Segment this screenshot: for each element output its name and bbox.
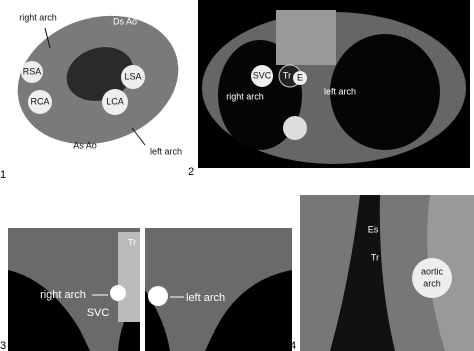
label: Ds Ao xyxy=(113,16,137,26)
arrow xyxy=(44,27,51,49)
airway xyxy=(330,195,395,351)
label: right arch xyxy=(226,91,264,101)
panel-4: Es Tr aortic arch 4 xyxy=(290,195,474,351)
label: Tr xyxy=(283,70,291,80)
lung xyxy=(330,34,440,150)
mediastinum xyxy=(276,10,336,65)
vessel xyxy=(251,65,273,87)
label: LSA xyxy=(124,71,141,81)
label: LCA xyxy=(106,96,124,106)
label: aortic xyxy=(421,266,444,276)
vessel xyxy=(21,61,43,83)
panel-2: SVC Tr E right arch left arch 2 xyxy=(188,0,470,178)
label: SVC xyxy=(87,307,110,319)
vessel xyxy=(102,89,128,115)
lung xyxy=(205,270,292,351)
lung xyxy=(145,290,170,351)
esophagus xyxy=(293,71,307,85)
panel-number: 3 xyxy=(0,340,6,351)
label: Tr xyxy=(371,252,379,262)
label: left arch xyxy=(324,86,356,96)
label: E xyxy=(297,72,303,82)
lung xyxy=(8,270,90,351)
label: RCA xyxy=(30,96,49,106)
label: RSA xyxy=(23,66,42,76)
ring-lumen xyxy=(66,47,134,101)
trachea xyxy=(118,232,140,322)
aortic-arch xyxy=(412,258,452,298)
lung xyxy=(218,40,302,150)
panel-number: 1 xyxy=(0,169,6,181)
label: Tr xyxy=(128,237,136,247)
label: right arch xyxy=(40,289,86,301)
panel-1: right arch Ds Ao RSA LSA RCA LCA As Ao l… xyxy=(0,0,182,181)
label: SVC xyxy=(253,70,272,80)
label: Es xyxy=(368,224,379,234)
panel-number: 4 xyxy=(290,340,296,351)
label: As Ao xyxy=(73,140,97,150)
vessel xyxy=(148,286,168,306)
vessel xyxy=(121,65,145,89)
label: right arch xyxy=(19,12,57,22)
panel-3: Tr right arch SVC left arch 3 xyxy=(0,228,292,351)
vessel xyxy=(110,285,126,301)
label: left arch xyxy=(150,146,182,156)
label: arch xyxy=(423,278,441,288)
panel-number: 2 xyxy=(188,166,194,178)
label: left arch xyxy=(186,292,225,304)
arrow xyxy=(131,127,146,146)
spine xyxy=(283,116,307,140)
vessel xyxy=(28,90,52,114)
